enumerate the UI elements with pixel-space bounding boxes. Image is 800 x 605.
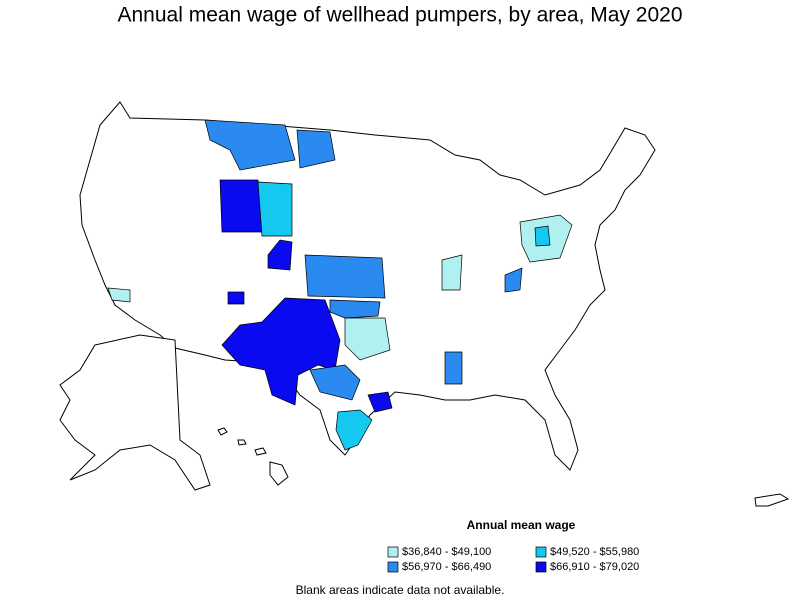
- legend-swatch: [535, 546, 547, 558]
- legend-swatch: [535, 561, 547, 573]
- area-oklahoma: [344, 317, 391, 361]
- area-kentucky: [504, 267, 523, 293]
- legend-title: Annual mean wage: [467, 518, 576, 532]
- legend-swatch: [387, 561, 399, 573]
- footnote: Blank areas indicate data not available.: [296, 583, 505, 597]
- legend-label: $56,970 - $66,490: [402, 561, 491, 573]
- area-texas-central: [309, 364, 361, 401]
- area-colorado: [267, 239, 293, 271]
- legend-swatch: [387, 546, 399, 558]
- area-montana-east: [296, 129, 336, 169]
- area-montana: [204, 119, 296, 171]
- map-title: Annual mean wage of wellhead pumpers, by…: [117, 4, 682, 27]
- alaska-outline: [59, 334, 211, 491]
- area-texas-coast: [335, 409, 373, 451]
- area-louisiana: [444, 351, 463, 385]
- area-illinois: [441, 254, 463, 291]
- area-houston: [367, 391, 393, 413]
- area-kansas: [304, 254, 386, 299]
- area-colorado-sw: [227, 291, 245, 305]
- area-wyoming-east: [257, 181, 293, 237]
- map-shapes: [59, 101, 790, 507]
- area-pennsylvania: [534, 225, 551, 247]
- puerto-rico-outline: [754, 493, 790, 507]
- legend-label: $36,840 - $49,100: [402, 546, 491, 558]
- area-oklahoma-south: [329, 299, 381, 319]
- legend: Annual mean wage $36,840 - $49,100 $49,52…: [387, 518, 639, 573]
- legend-label: $49,520 - $55,980: [550, 546, 639, 558]
- legend-label: $66,910 - $79,020: [550, 561, 639, 573]
- hawaii-outline: [217, 427, 289, 486]
- area-california: [107, 287, 131, 303]
- area-wyoming: [219, 179, 263, 233]
